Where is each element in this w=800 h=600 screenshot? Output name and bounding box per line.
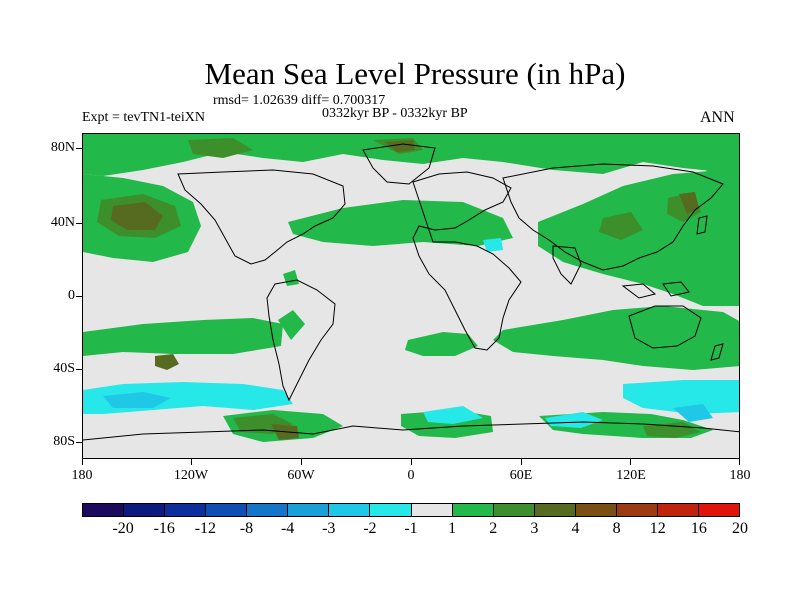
colorbar-label: 2 <box>489 520 498 537</box>
lat-label-80n: 80N <box>50 140 75 155</box>
coastlines <box>83 143 739 441</box>
lon-label-120w: 120W <box>173 468 209 483</box>
colorbar-label: 4 <box>571 520 580 537</box>
colorbar-label: -16 <box>153 520 175 537</box>
colorbar-segment <box>575 504 617 516</box>
colorbar-label: 3 <box>530 520 539 537</box>
colorbar-segment <box>534 504 576 516</box>
lon-label-180w: 180 <box>71 468 93 483</box>
colorbar-label: 1 <box>448 520 457 537</box>
figure-title: Mean Sea Level Pressure (in hPa) <box>204 56 626 91</box>
lat-label-80s: 80S <box>53 434 75 449</box>
lon-tick <box>521 459 522 465</box>
colorbar-segment <box>616 504 658 516</box>
colorbar-segment <box>206 504 248 516</box>
lat-label-40n: 40N <box>50 215 75 230</box>
map-canvas <box>83 134 739 458</box>
colorbar-segment <box>698 504 739 516</box>
season-label: ANN <box>700 109 735 126</box>
colorbar-label: -1 <box>404 520 418 537</box>
colorbar-segment <box>288 504 330 516</box>
period-text: 0332kyr BP - 0332kyr BP <box>322 106 468 121</box>
colorbar <box>82 503 740 517</box>
colorbar-label: -4 <box>280 520 295 537</box>
stats-text: rmsd= 1.02639 diff= 0.700317 <box>213 93 386 108</box>
experiment-label: Expt = tevTN1-teiXN <box>82 110 205 125</box>
lon-label-120e: 120E <box>616 468 646 483</box>
colorbar-label: 20 <box>732 520 748 537</box>
colorbar-segment <box>124 504 166 516</box>
colorbar-label: -20 <box>112 520 134 537</box>
lat-tick <box>76 442 82 443</box>
pressure-map <box>82 133 740 459</box>
lon-label-180e: 180 <box>729 468 751 483</box>
lon-tick <box>191 459 192 465</box>
lon-tick <box>82 459 83 465</box>
colorbar-label: 12 <box>649 520 666 537</box>
strong-positive-regions <box>111 140 699 440</box>
colorbar-segment <box>452 504 494 516</box>
colorbar-label: -2 <box>363 520 377 537</box>
lon-label-60e: 60E <box>509 468 533 483</box>
colorbar-label: -3 <box>322 520 336 537</box>
lon-label-60w: 60W <box>287 468 315 483</box>
lat-tick <box>76 369 82 370</box>
colorbar-segment <box>165 504 207 516</box>
colorbar-segment <box>411 504 453 516</box>
colorbar-segment <box>493 504 535 516</box>
colorbar-segment <box>329 504 371 516</box>
colorbar-segment <box>657 504 699 516</box>
colorbar-label: 8 <box>612 520 621 537</box>
colorbar-segment <box>83 504 125 516</box>
colorbar-label: 16 <box>690 520 707 537</box>
lat-label-40s: 40S <box>53 361 75 376</box>
lon-label-0: 0 <box>407 468 415 483</box>
colorbar-label: -8 <box>239 520 254 537</box>
lon-tick <box>411 459 412 465</box>
moderate-negative-regions <box>103 392 713 422</box>
lon-tick <box>301 459 302 465</box>
lat-tick <box>76 148 82 149</box>
lon-tick <box>630 459 631 465</box>
lat-label-0: 0 <box>68 288 75 303</box>
lon-tick <box>739 459 740 465</box>
colorbar-label: -12 <box>194 520 217 537</box>
lat-tick <box>76 296 82 297</box>
colorbar-segment <box>247 504 289 516</box>
lat-tick <box>76 223 82 224</box>
colorbar-segment <box>370 504 412 516</box>
